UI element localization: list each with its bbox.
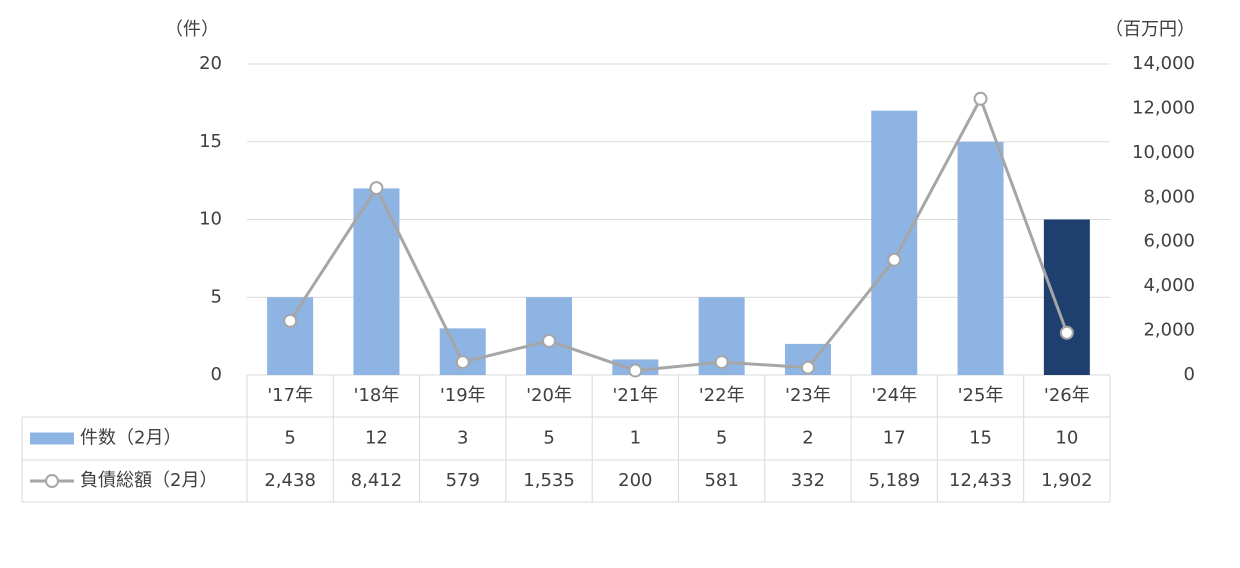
x-tick-label: '24年 [871, 385, 917, 406]
y-tick-label: 10 [199, 209, 222, 230]
y2-tick-label: 8,000 [1143, 186, 1195, 207]
line-marker [973, 91, 988, 106]
x-tick-label: '20年 [526, 385, 572, 406]
table-value: 12,433 [949, 470, 1012, 491]
y2-tick-label: 12,000 [1132, 97, 1195, 118]
table-value: 1,902 [1041, 470, 1093, 491]
line-marker [283, 313, 298, 328]
y-tick-label: 0 [211, 364, 222, 385]
bar [267, 297, 314, 375]
legend-marker [45, 474, 59, 488]
y2-tick-label: 0 [1184, 364, 1195, 385]
x-tick-label: '19年 [440, 385, 486, 406]
line-marker [542, 333, 557, 348]
line-marker [887, 252, 902, 267]
table-value: 8,412 [351, 470, 403, 491]
table-value: 5 [284, 428, 295, 449]
legend-swatch [30, 432, 74, 445]
bar [871, 110, 918, 376]
line-marker [628, 363, 643, 378]
y2-tick-label: 10,000 [1132, 142, 1195, 163]
y-tick-label: 15 [199, 131, 222, 152]
bar [1043, 219, 1090, 375]
line-marker [714, 355, 729, 370]
x-tick-label: '23年 [785, 385, 831, 406]
table-value: 17 [883, 428, 906, 449]
x-tick-label: '21年 [612, 385, 658, 406]
line-marker [800, 360, 815, 375]
table-value: 581 [704, 470, 738, 491]
table-value: 15 [969, 428, 992, 449]
line-marker [455, 355, 470, 370]
y-axis-label: （件） [165, 19, 219, 40]
y2-tick-label: 14,000 [1132, 53, 1195, 74]
table-value: 1 [630, 428, 641, 449]
table-value: 579 [446, 470, 480, 491]
line-marker [1059, 325, 1074, 340]
x-tick-label: '17年 [267, 385, 313, 406]
y2-axis-label: （百万円） [1105, 19, 1195, 40]
table-value: 2 [802, 428, 813, 449]
y-tick-label: 5 [211, 286, 222, 307]
table-value: 5,189 [868, 470, 920, 491]
y2-tick-label: 6,000 [1143, 231, 1195, 252]
y2-tick-label: 2,000 [1143, 320, 1195, 341]
table-value: 12 [365, 428, 388, 449]
x-tick-label: '22年 [699, 385, 745, 406]
bar [957, 141, 1004, 375]
line-marker [369, 181, 384, 196]
x-tick-label: '26年 [1044, 385, 1090, 406]
x-tick-label: '18年 [354, 385, 400, 406]
table-value: 5 [716, 428, 727, 449]
legend-label: 負債総額（2月） [80, 470, 217, 491]
table-value: 3 [457, 428, 468, 449]
y2-tick-label: 4,000 [1143, 275, 1195, 296]
table-value: 5 [543, 428, 554, 449]
table-value: 1,535 [523, 470, 575, 491]
legend-label: 件数（2月） [80, 428, 181, 449]
x-tick-label: '25年 [958, 385, 1004, 406]
table-value: 10 [1055, 428, 1078, 449]
table-value: 332 [791, 470, 825, 491]
y-tick-label: 20 [199, 53, 222, 74]
bar [353, 188, 400, 375]
line [288, 95, 1069, 373]
table-value: 200 [618, 470, 652, 491]
table-value: 2,438 [264, 470, 316, 491]
